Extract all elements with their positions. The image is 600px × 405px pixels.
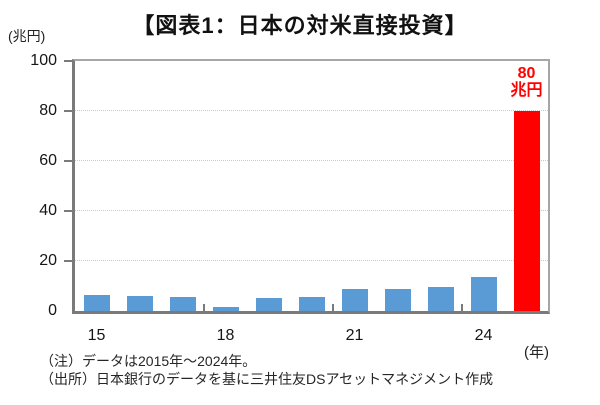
plot-inner: 80 兆円	[75, 61, 548, 311]
x-axis-divider-tick	[461, 304, 463, 311]
bar-20	[298, 296, 325, 311]
bar-highlight	[513, 111, 540, 311]
bar-21	[341, 288, 368, 311]
bar-slot	[161, 61, 204, 311]
y-axis-label-40: 40	[39, 202, 57, 219]
bar-slot	[419, 61, 462, 311]
bar-23	[427, 286, 454, 311]
x-axis-unit-label: (年)	[524, 344, 549, 361]
bar-slot	[290, 61, 333, 311]
y-axis-tick	[64, 210, 72, 212]
bar-16	[126, 296, 153, 311]
y-axis-label-20: 20	[39, 252, 57, 269]
x-axis-label-21: 21	[345, 327, 364, 344]
chart-title: 【図表1：日本の対米直接投資】	[132, 13, 468, 38]
bar-series	[75, 61, 548, 311]
bar-17	[169, 297, 196, 311]
gridline-80	[75, 110, 548, 111]
y-axis-tick	[64, 160, 72, 162]
x-axis-divider-tick	[203, 304, 205, 311]
bar-24	[470, 277, 497, 311]
y-axis-label-60: 60	[39, 152, 57, 169]
y-axis-tick	[64, 260, 72, 262]
footnotes: （注）データは2015年～2024年。 （出所）日本銀行のデータを基に三井住友D…	[40, 352, 493, 388]
x-axis-label-15: 15	[87, 327, 106, 344]
y-axis-tick	[64, 110, 72, 112]
bar-slot	[462, 61, 505, 311]
gridline-60	[75, 160, 548, 161]
y-axis-label-100: 100	[30, 52, 57, 69]
bar-slot	[333, 61, 376, 311]
highlight-value-line: 兆円	[510, 82, 543, 99]
highlight-value-label: 80 兆円	[510, 65, 542, 99]
x-axis-divider-tick	[332, 304, 334, 311]
bar-slot	[247, 61, 290, 311]
y-axis-label-0: 0	[48, 302, 57, 319]
bar-slot	[118, 61, 161, 311]
bar-slot	[75, 61, 118, 311]
bar-slot	[204, 61, 247, 311]
bar-slot	[505, 61, 548, 311]
bar-22	[384, 289, 411, 311]
bar-18	[212, 306, 239, 311]
x-axis-label-18: 18	[216, 327, 235, 344]
note-source-period: （注）データは2015年～2024年。	[40, 353, 257, 369]
gridline-20	[75, 260, 548, 261]
bar-15	[83, 295, 110, 311]
plot-area: 80 兆円	[72, 59, 550, 314]
highlight-value-line: 80	[517, 65, 536, 82]
bar-slot	[376, 61, 419, 311]
note-source-credit: （出所）日本銀行のデータを基に三井住友DSアセットマネジメント作成	[40, 371, 494, 387]
y-axis-tick	[64, 60, 72, 62]
y-axis-label-80: 80	[39, 102, 57, 119]
x-axis-label-24: 24	[474, 327, 493, 344]
x-axis: 15 18 21 24	[75, 327, 548, 347]
y-axis-unit-label: (兆円)	[8, 28, 46, 44]
gridline-40	[75, 210, 548, 211]
bar-19	[255, 297, 282, 311]
